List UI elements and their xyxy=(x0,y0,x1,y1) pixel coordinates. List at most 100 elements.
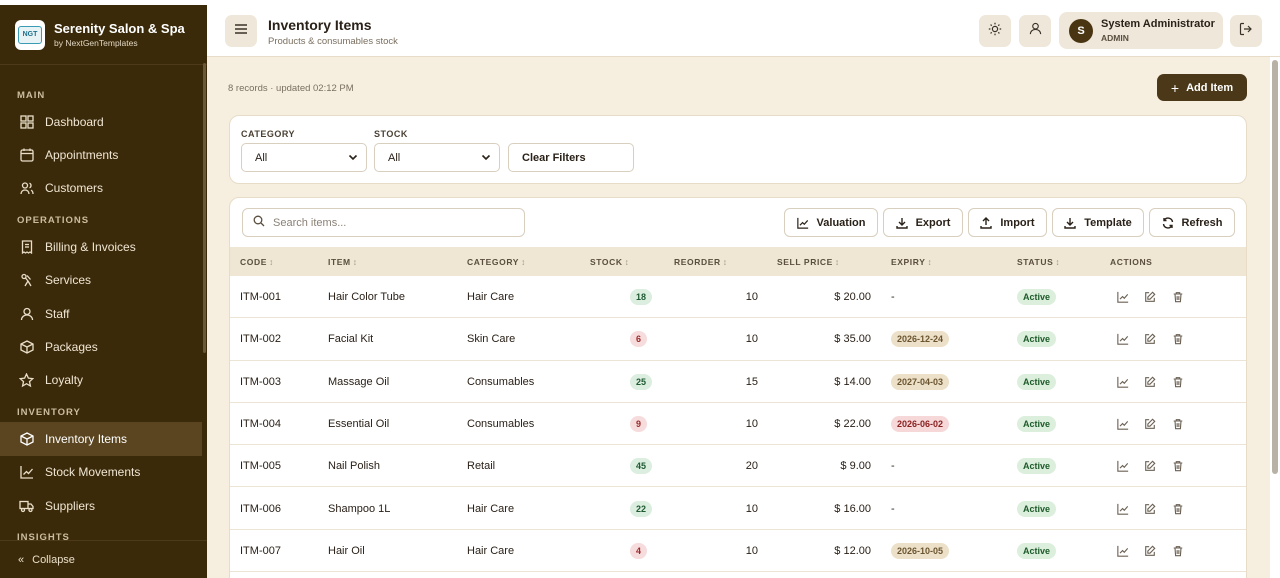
sidebar-scrollbar[interactable] xyxy=(203,63,206,353)
expiry-badge: 2026-10-05 xyxy=(891,542,950,559)
users-icon xyxy=(19,181,34,196)
search-field[interactable] xyxy=(242,208,525,237)
sidebar-item-inventory-items[interactable]: Inventory Items xyxy=(0,422,202,456)
valuation-history-icon[interactable] xyxy=(1116,417,1130,431)
edit-icon[interactable] xyxy=(1143,332,1157,346)
col-expiry[interactable]: EXPIRY ↕ xyxy=(891,257,933,267)
menu-toggle-button[interactable] xyxy=(225,15,257,47)
sidebar-item-billing[interactable]: Billing & Invoices xyxy=(0,230,207,263)
sidebar-item-loyalty[interactable]: Loyalty xyxy=(0,364,207,397)
user-menu[interactable]: S System Administrator ADMIN xyxy=(1059,12,1223,49)
valuation-history-icon[interactable] xyxy=(1116,502,1130,516)
cell-category: Retail xyxy=(467,460,496,473)
table-row[interactable]: ITM-005 Nail Polish Retail 45 20 $ 9.00 - Activ… xyxy=(230,445,1246,488)
sidebar-item-dashboard[interactable]: Dashboard xyxy=(0,105,207,138)
table-row[interactable]: ITM-002 Facial Kit Skin Care 6 10 $ 35.00 2026… xyxy=(230,318,1246,361)
collapse-button[interactable]: « Collapse xyxy=(0,540,207,578)
col-code[interactable]: CODE ↕ xyxy=(240,257,274,267)
main-content: 8 records · updated 02:12 PM + Add Item … xyxy=(207,57,1270,578)
edit-icon[interactable] xyxy=(1143,459,1157,473)
status-badge: Active xyxy=(1017,500,1057,517)
records-info: 8 records · updated 02:12 PM xyxy=(228,83,354,94)
stock-badge: 4 xyxy=(630,542,648,559)
nav-section-insights: INSIGHTS xyxy=(17,532,70,544)
sidebar-item-appointments[interactable]: Appointments xyxy=(0,138,207,171)
template-button[interactable]: Template xyxy=(1052,208,1144,237)
valuation-history-icon[interactable] xyxy=(1116,459,1130,473)
logout-button[interactable] xyxy=(1230,15,1262,47)
box-icon xyxy=(19,431,34,446)
profile-button[interactable] xyxy=(1019,15,1051,47)
cell-sell-price: $ 16.00 xyxy=(834,502,871,515)
status-badge: Active xyxy=(1017,331,1057,348)
page-subtitle: Products & consumables stock xyxy=(268,36,398,47)
add-item-button[interactable]: + Add Item xyxy=(1157,74,1247,101)
edit-icon[interactable] xyxy=(1143,417,1157,431)
theme-toggle-button[interactable] xyxy=(979,15,1011,47)
delete-icon[interactable] xyxy=(1171,375,1185,389)
cell-code: ITM-003 xyxy=(240,375,281,388)
delete-icon[interactable] xyxy=(1171,459,1185,473)
refresh-button[interactable]: Refresh xyxy=(1149,208,1235,237)
sidebar-item-stock-movements[interactable]: Stock Movements xyxy=(0,456,207,489)
export-label: Export xyxy=(915,216,951,229)
cell-sell-price: $ 9.00 xyxy=(840,460,871,473)
import-button[interactable]: Import xyxy=(968,208,1047,237)
brand[interactable]: NGT Serenity Salon & Spa by NextGenTempl… xyxy=(0,5,207,65)
valuation-history-icon[interactable] xyxy=(1116,544,1130,558)
col-item[interactable]: ITEM ↕ xyxy=(328,257,358,267)
cell-sell-price: $ 20.00 xyxy=(834,291,871,303)
table-row[interactable]: ITM-006 Shampoo 1L Hair Care 22 10 $ 16.00 - Ac… xyxy=(230,488,1246,530)
col-category[interactable]: CATEGORY ↕ xyxy=(467,257,526,267)
export-button[interactable]: Export xyxy=(883,208,963,237)
col-sell-price[interactable]: SELL PRICE ↕ xyxy=(777,257,840,267)
status-badge: Active xyxy=(1017,415,1057,432)
search-input[interactable] xyxy=(273,216,503,229)
grid-icon xyxy=(19,114,34,129)
edit-icon[interactable] xyxy=(1143,290,1157,304)
sidebar-item-packages[interactable]: Packages xyxy=(0,330,207,363)
valuation-history-icon[interactable] xyxy=(1116,332,1130,346)
delete-icon[interactable] xyxy=(1171,332,1185,346)
brand-logo: NGT xyxy=(15,19,45,50)
cell-reorder: 10 xyxy=(745,544,758,557)
sidebar-item-services[interactable]: Services xyxy=(0,264,207,297)
valuation-history-icon[interactable] xyxy=(1116,290,1130,304)
col-stock[interactable]: STOCK ↕ xyxy=(590,257,630,267)
clear-filters-button[interactable]: Clear Filters xyxy=(508,143,634,172)
hamburger-icon xyxy=(234,22,248,40)
plus-icon: + xyxy=(1170,79,1180,96)
delete-icon[interactable] xyxy=(1171,417,1185,431)
stock-select[interactable]: All xyxy=(374,143,500,172)
table-header: CODE ↕ ITEM ↕ CATEGORY ↕ STOCK ↕ REORDER ↕ SE… xyxy=(230,247,1246,276)
col-reorder[interactable]: REORDER ↕ xyxy=(674,257,728,267)
cell-reorder: 10 xyxy=(745,333,758,346)
cell-category: Skin Care xyxy=(467,333,516,346)
delete-icon[interactable] xyxy=(1171,502,1185,516)
cell-code: ITM-004 xyxy=(240,417,281,430)
sidebar-item-suppliers[interactable]: Suppliers xyxy=(0,489,207,522)
sidebar-item-label: Stock Movements xyxy=(45,465,141,480)
delete-icon[interactable] xyxy=(1171,544,1185,558)
cell-code: ITM-001 xyxy=(240,291,281,303)
edit-icon[interactable] xyxy=(1143,544,1157,558)
sidebar-item-customers[interactable]: Customers xyxy=(0,172,207,205)
page-scrollbar[interactable] xyxy=(1270,57,1280,578)
scrollbar-thumb[interactable] xyxy=(1272,60,1278,474)
stock-select-value: All xyxy=(388,151,401,164)
sidebar-item-staff[interactable]: Staff xyxy=(0,297,207,330)
table-row[interactable]: ITM-001 Hair Color Tube Hair Care 18 10 $ 20.… xyxy=(230,276,1246,319)
delete-icon[interactable] xyxy=(1171,290,1185,304)
category-select[interactable]: All xyxy=(241,143,367,172)
table-row[interactable]: ITM-004 Essential Oil Consumables 9 10 $ 22.0… xyxy=(230,403,1246,446)
valuation-history-icon[interactable] xyxy=(1116,375,1130,389)
status-badge: Active xyxy=(1017,373,1057,390)
table-row[interactable]: ITM-007 Hair Oil Hair Care 4 10 $ 12.00 2026-1… xyxy=(230,530,1246,573)
brand-name: Serenity Salon & Spa xyxy=(54,21,185,36)
table-row[interactable]: ITM-003 Massage Oil Consumables 25 15 $ 14.00… xyxy=(230,361,1246,403)
cell-reorder: 10 xyxy=(745,417,758,430)
col-status[interactable]: STATUS ↕ xyxy=(1017,257,1061,267)
valuation-button[interactable]: Valuation xyxy=(784,208,878,237)
edit-icon[interactable] xyxy=(1143,502,1157,516)
edit-icon[interactable] xyxy=(1143,375,1157,389)
